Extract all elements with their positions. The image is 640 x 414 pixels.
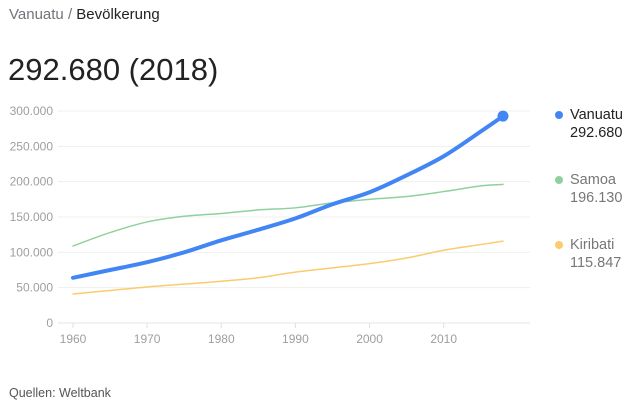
y-tick-label: 150.000 bbox=[10, 210, 54, 224]
x-tick-label: 2000 bbox=[356, 332, 383, 346]
y-tick-label: 200.000 bbox=[10, 175, 54, 189]
legend-item-samoa[interactable]: Samoa 196.130 bbox=[555, 171, 623, 207]
x-tick-label: 2010 bbox=[430, 332, 457, 346]
legend-series-value: 115.847 bbox=[570, 255, 622, 271]
legend-series-value: 292.680 bbox=[570, 125, 623, 141]
legend-dot-icon bbox=[555, 176, 563, 184]
legend-series-value: 196.130 bbox=[570, 190, 623, 206]
legend-item-kiribati[interactable]: Kiribati 115.847 bbox=[555, 236, 622, 272]
series-line-vanuatu bbox=[71, 114, 505, 280]
breadcrumb-separator: / bbox=[67, 6, 73, 23]
y-tick-label: 50.000 bbox=[16, 281, 53, 295]
legend-item-vanuatu[interactable]: Vanuatu 292.680 bbox=[555, 106, 623, 142]
x-tick-label: 1980 bbox=[208, 332, 235, 346]
legend-series-name: Kiribati bbox=[570, 237, 615, 253]
y-tick-label: 300.000 bbox=[10, 104, 54, 118]
breadcrumb-current: Bevölkerung bbox=[76, 6, 160, 23]
legend-series-name: Vanuatu bbox=[570, 107, 623, 123]
legend-dot-icon bbox=[555, 111, 563, 119]
breadcrumb-parent[interactable]: Vanuatu bbox=[9, 6, 64, 23]
legend-dot-icon bbox=[555, 241, 563, 249]
y-tick-label: 250.000 bbox=[10, 139, 54, 153]
headline-value: 292.680 (2018) bbox=[8, 52, 219, 87]
series-line-samoa bbox=[72, 183, 504, 247]
x-tick-label: 1990 bbox=[282, 332, 309, 346]
x-tick-label: 1960 bbox=[60, 332, 87, 346]
y-tick-label: 0 bbox=[46, 316, 53, 330]
source-note: Quellen: Weltbank bbox=[9, 386, 111, 400]
x-tick-label: 1970 bbox=[134, 332, 161, 346]
latest-point-marker bbox=[497, 110, 509, 122]
legend-series-name: Samoa bbox=[570, 172, 616, 188]
y-tick-label: 100.000 bbox=[10, 245, 54, 259]
series-line-kiribati bbox=[72, 240, 504, 295]
breadcrumb: Vanuatu / Bevölkerung bbox=[9, 6, 160, 23]
